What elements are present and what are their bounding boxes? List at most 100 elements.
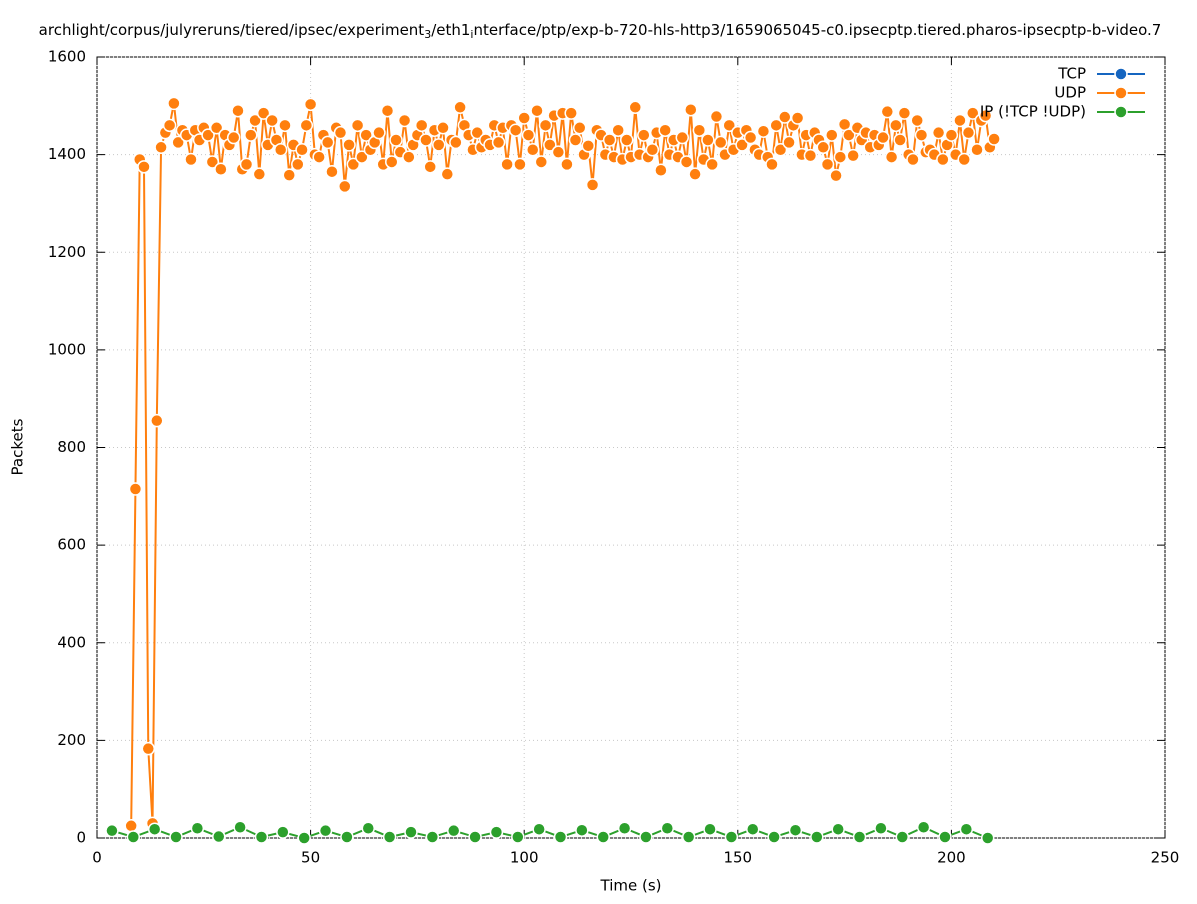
data-point: [931, 125, 946, 140]
data-point: [214, 162, 228, 177]
data-point: [829, 168, 843, 183]
data-point: [147, 822, 162, 836]
data-point: [508, 123, 523, 137]
data-point: [645, 142, 660, 157]
chart-title: archlight/corpus/julyreruns/tiered/ipsec…: [39, 21, 1162, 42]
title-subscript: i: [470, 28, 473, 41]
data-point: [816, 140, 830, 155]
data-point: [468, 830, 482, 844]
data-point: [432, 138, 446, 152]
data-point: [226, 130, 241, 145]
data-point: [126, 830, 141, 844]
y-tick-label: 200: [57, 731, 86, 749]
data-point: [169, 830, 183, 844]
y-tick-label: 800: [57, 438, 86, 456]
data-point: [639, 830, 653, 844]
data-point: [910, 113, 924, 128]
data-point: [684, 102, 698, 117]
x-tick-label: 50: [301, 849, 320, 867]
data-point: [833, 150, 848, 164]
data-point: [532, 822, 546, 836]
data-point: [959, 822, 974, 836]
data-point: [212, 829, 226, 844]
title-part: nterface/ptp/exp-b-720-hls-http3/1659065…: [473, 21, 1161, 39]
data-point: [303, 97, 318, 112]
data-point: [825, 128, 839, 142]
data-point: [425, 830, 440, 844]
series-line: [130, 103, 996, 826]
legend-marker: [1114, 67, 1128, 81]
data-point: [767, 830, 781, 844]
data-point: [312, 150, 326, 164]
data-point: [346, 157, 361, 172]
data-point: [511, 830, 525, 844]
legend-marker: [1114, 86, 1128, 100]
data-point: [602, 133, 617, 147]
data-point: [449, 135, 463, 150]
data-point: [679, 155, 694, 169]
data-point: [831, 822, 845, 836]
data-point: [617, 821, 632, 835]
data-point: [575, 823, 589, 837]
data-point: [244, 128, 258, 142]
data-point: [273, 142, 288, 157]
data-point: [692, 123, 707, 137]
data-point: [746, 822, 760, 836]
y-tick-label: 400: [57, 633, 86, 651]
y-tick-label: 1400: [48, 145, 86, 163]
data-point: [654, 163, 668, 177]
data-point: [688, 167, 702, 181]
data-point: [987, 132, 1001, 146]
data-point: [333, 125, 348, 140]
data-point: [124, 819, 138, 833]
title-subscript: 3: [424, 28, 431, 41]
data-point: [701, 133, 715, 147]
data-point: [254, 830, 269, 844]
data-point: [596, 830, 610, 844]
data-point: [572, 121, 587, 135]
data-point: [385, 155, 399, 169]
data-point: [491, 135, 506, 150]
data-point: [150, 413, 164, 428]
data-point: [914, 128, 929, 142]
data-point: [265, 113, 279, 128]
data-point: [380, 103, 395, 118]
data-point: [889, 118, 903, 133]
data-point: [675, 130, 690, 145]
data-point: [184, 152, 198, 167]
data-point: [162, 118, 177, 133]
data-point: [538, 118, 553, 133]
data-point: [978, 108, 993, 123]
data-point: [525, 142, 540, 157]
data-point: [167, 96, 181, 111]
data-point: [705, 157, 719, 172]
data-point: [782, 135, 796, 150]
data-point: [201, 128, 215, 142]
data-point: [709, 109, 724, 124]
data-point: [543, 138, 557, 152]
data-point: [735, 138, 749, 152]
data-point: [276, 825, 290, 839]
data-point: [500, 157, 514, 172]
data-point: [895, 830, 910, 844]
data-point: [318, 823, 333, 838]
data-point: [359, 128, 373, 142]
data-point: [660, 821, 675, 835]
data-point: [773, 142, 788, 157]
data-point: [137, 160, 151, 174]
x-tick-label: 200: [937, 849, 966, 867]
data-point: [628, 100, 643, 115]
data-point: [803, 148, 818, 163]
data-point: [846, 148, 860, 163]
data-point: [876, 130, 890, 145]
data-point: [722, 118, 737, 133]
data-point: [724, 830, 739, 844]
title-part: /eth1: [431, 21, 470, 39]
data-point: [769, 118, 783, 133]
data-point: [530, 103, 544, 118]
data-point: [256, 106, 271, 120]
y-tick-label: 600: [57, 536, 86, 554]
data-point: [297, 831, 311, 845]
